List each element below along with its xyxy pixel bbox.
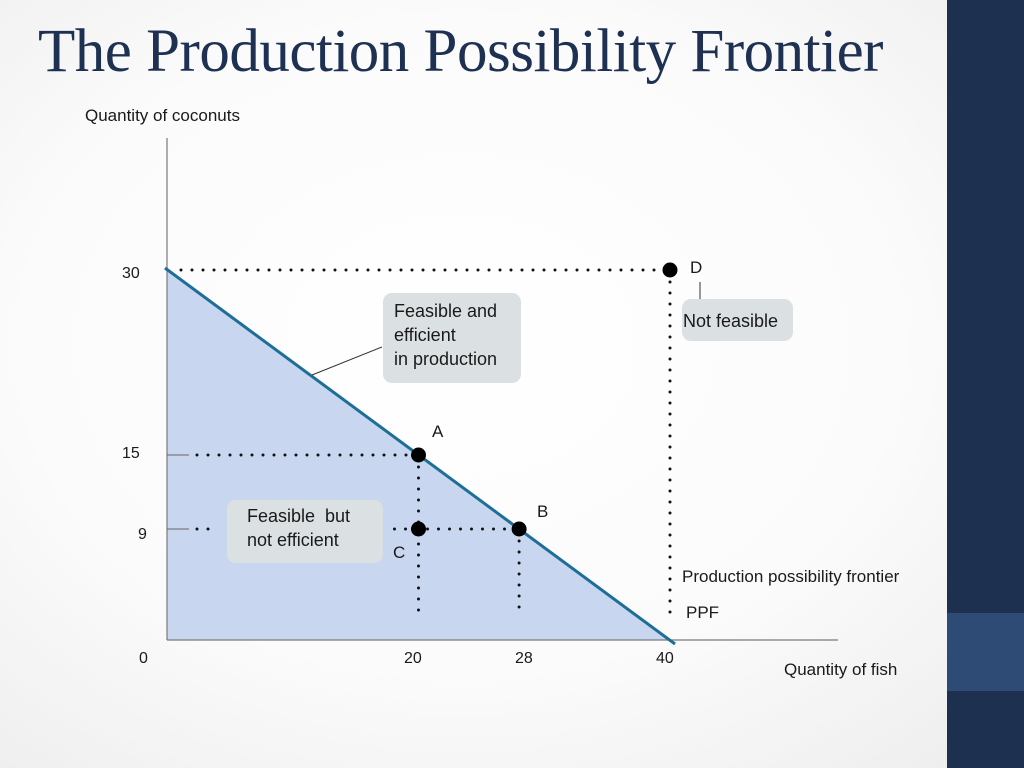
ppf-abbrev: PPF (686, 603, 719, 622)
callout-feasible-not-efficient-line-1: Feasible but (247, 506, 350, 526)
side-accent (947, 613, 1024, 691)
point-label-c: C (393, 543, 405, 562)
x-axis-label: Quantity of fish (784, 660, 897, 679)
point-label-a: A (432, 422, 444, 441)
ppf-label: Production possibility frontier (682, 567, 900, 586)
points-layer (411, 262, 678, 537)
callout-not-feasible (682, 299, 793, 341)
x-tick-28: 28 (515, 650, 533, 667)
point-a (411, 447, 426, 463)
x-tick-40: 40 (656, 650, 674, 667)
point-b (511, 521, 527, 537)
callout-feasible-efficient-line-2: efficient (394, 325, 456, 345)
y-tick-9: 9 (138, 526, 147, 543)
callout-leader-feasible (311, 346, 383, 376)
callout-not-feasible-text: Not feasible (683, 311, 778, 331)
y-axis-label: Quantity of coconuts (85, 106, 240, 125)
x-tick-0: 0 (139, 650, 148, 667)
point-c (411, 521, 426, 537)
guide-lines (167, 268, 672, 616)
slide-title: The Production Possibility Frontier (38, 18, 883, 85)
callout-feasible-not-efficient-line-2: not efficient (247, 530, 339, 550)
y-tick-15: 15 (122, 445, 140, 462)
point-label-d: D (690, 258, 702, 277)
callout-feasible-not-efficient (227, 500, 383, 563)
y-tick-30: 30 (122, 265, 140, 282)
callout-feasible-efficient-line-3: in production (394, 349, 497, 369)
point-label-b: B (537, 502, 548, 521)
callout-feasible-efficient (383, 293, 521, 383)
callout-feasible-efficient-line-1: Feasible and (394, 301, 497, 321)
x-tick-20: 20 (404, 650, 422, 667)
point-d (662, 262, 678, 278)
